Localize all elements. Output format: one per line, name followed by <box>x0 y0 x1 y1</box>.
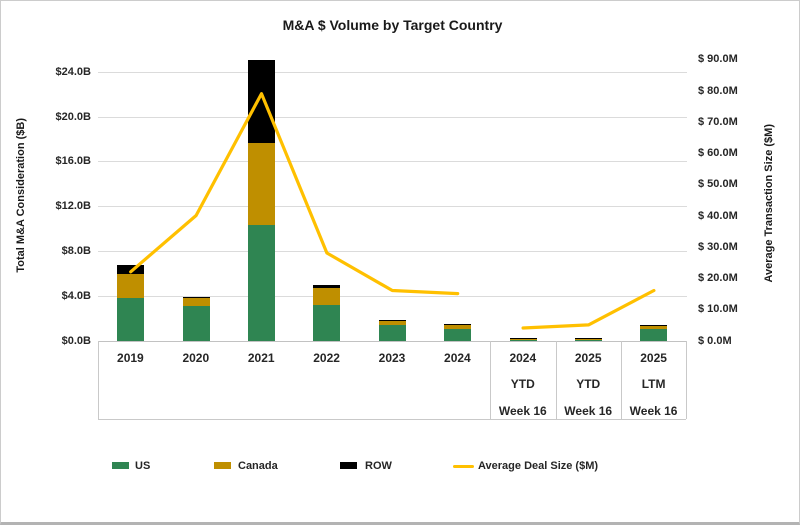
category-label-2-line-0: 2021 <box>247 350 275 365</box>
bar-segment-row-1 <box>182 297 210 299</box>
bar-segment-canada-3 <box>313 288 341 306</box>
left-tick-$0.0B: $0.0B <box>61 334 91 347</box>
bar-segment-row-5 <box>444 323 472 325</box>
bar-segment-canada-7 <box>575 339 602 340</box>
label-box-divider-9 <box>686 340 688 419</box>
chart-title: M&A $ Volume by Target Country <box>282 17 503 33</box>
label-box-divider-0 <box>97 340 99 419</box>
category-label-6-line-2: Week 16 <box>498 403 547 418</box>
line-segment-1 <box>521 288 656 330</box>
bar-segment-row-7 <box>575 338 602 339</box>
right-tick-$ 0.0M: $ 0.0M <box>698 334 732 347</box>
category-label-7-line-1: YTD <box>576 377 601 392</box>
left-tick-$20.0B: $20.0B <box>55 110 91 123</box>
bar-segment-row-0 <box>117 264 145 274</box>
right-tick-$ 20.0M: $ 20.0M <box>698 272 738 285</box>
gridline-20B <box>98 116 687 118</box>
right-tick-$ 10.0M: $ 10.0M <box>698 303 738 316</box>
bar-segment-us-8 <box>640 328 668 341</box>
average-deal-size-line <box>129 92 656 330</box>
left-tick-$16.0B: $16.0B <box>55 155 91 168</box>
category-label-8-line-1: LTM <box>641 377 666 392</box>
line-segment-0 <box>129 92 460 296</box>
bar-segment-us-5 <box>444 328 472 341</box>
right-tick-$ 50.0M: $ 50.0M <box>698 178 738 191</box>
label-box-divider-8 <box>620 340 622 419</box>
legend-swatch-canada <box>214 462 231 469</box>
right-axis-title: Average Transaction Size ($M) <box>763 123 775 283</box>
gridline-24B <box>98 71 687 73</box>
legend-swatch-row <box>340 462 357 469</box>
label-box-divider-6 <box>490 340 492 419</box>
category-label-0-line-0: 2019 <box>117 350 144 365</box>
category-label-1-line-0: 2020 <box>182 350 210 365</box>
left-tick-$8.0B: $8.0B <box>61 244 91 257</box>
bar-segment-us-0 <box>117 298 145 341</box>
bar-segment-canada-6 <box>509 339 537 340</box>
category-label-4-line-0: 2023 <box>378 350 406 365</box>
category-label-8-line-0: 2025 <box>640 350 667 365</box>
category-label-6-line-1: YTD <box>510 377 535 392</box>
bar-segment-canada-5 <box>444 324 472 329</box>
right-tick-$ 90.0M: $ 90.0M <box>698 53 738 66</box>
legend-label-row: ROW <box>365 460 392 472</box>
right-tick-$ 30.0M: $ 30.0M <box>698 240 738 253</box>
category-label-7-line-2: Week 16 <box>564 403 613 418</box>
category-label-8-line-2: Week 16 <box>629 403 678 418</box>
bar-segment-us-4 <box>378 325 406 341</box>
bar-segment-canada-8 <box>640 325 668 329</box>
bar-segment-canada-4 <box>378 320 406 326</box>
gridline-12B <box>98 206 687 208</box>
category-label-7-line-0: 2025 <box>574 350 602 365</box>
label-box-divider-7 <box>555 340 557 419</box>
bar-segment-us-1 <box>182 306 210 341</box>
gridline-4B <box>98 295 687 297</box>
right-tick-$ 40.0M: $ 40.0M <box>698 209 738 222</box>
category-label-5-line-0: 2024 <box>444 350 471 365</box>
gridline-16B <box>98 161 687 163</box>
bar-segment-us-3 <box>313 305 341 341</box>
gridline-8B <box>98 250 687 252</box>
bar-segment-row-2 <box>248 59 275 143</box>
legend-label-average-deal-size: Average Deal Size ($M) <box>478 460 599 472</box>
right-tick-$ 70.0M: $ 70.0M <box>698 115 738 128</box>
bar-segment-canada-2 <box>248 142 275 225</box>
legend-label-us: US <box>135 460 151 472</box>
plot-area <box>98 49 687 341</box>
right-tick-$ 80.0M: $ 80.0M <box>698 84 738 97</box>
right-tick-$ 60.0M: $ 60.0M <box>698 147 738 160</box>
bar-segment-row-3 <box>313 285 341 289</box>
bar-segment-row-8 <box>640 324 668 326</box>
left-tick-$24.0B: $24.0B <box>55 65 91 78</box>
bar-segment-canada-0 <box>117 273 145 299</box>
bar-segment-canada-1 <box>182 298 210 307</box>
legend-label-canada: Canada <box>238 460 278 472</box>
bar-segment-us-2 <box>248 224 275 341</box>
left-tick-$12.0B: $12.0B <box>55 200 91 213</box>
bar-segment-row-6 <box>509 338 537 339</box>
label-box-bottom-line <box>97 418 687 420</box>
category-label-3-line-0: 2022 <box>313 350 340 365</box>
legend-swatch-us <box>112 462 129 469</box>
bar-segment-row-4 <box>378 319 406 321</box>
right-axis-title-box: Average Transaction Size ($M) <box>761 57 777 349</box>
x-axis-line <box>97 340 687 342</box>
left-tick-$4.0B: $4.0B <box>61 289 91 302</box>
legend-line-swatch-average-deal-size <box>453 465 474 468</box>
category-label-6-line-0: 2024 <box>509 350 537 365</box>
